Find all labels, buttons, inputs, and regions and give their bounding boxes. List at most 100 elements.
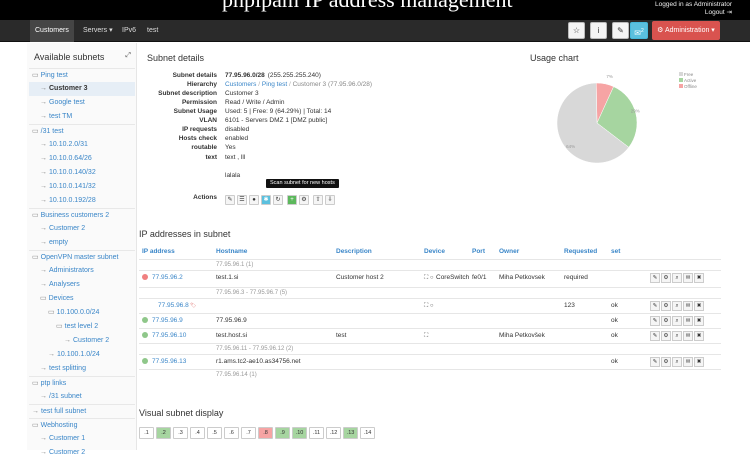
sidebar-item[interactable]: → Customer 1	[29, 432, 135, 446]
sidebar-item[interactable]: → test TM	[29, 110, 135, 124]
cogs-icon[interactable]: ⚙	[299, 195, 309, 205]
expand-icon[interactable]: ⤢	[125, 52, 131, 59]
sidebar-item[interactable]: → 10.10.0.141/32	[29, 180, 135, 194]
sidebar-item[interactable]: → Customer 3	[29, 82, 135, 96]
wrench-icon[interactable]: ✎	[612, 22, 629, 39]
ip-link[interactable]: 77.95.96.8	[158, 302, 189, 309]
breadcrumb-item[interactable]: Customers	[225, 81, 257, 88]
subnet-cell[interactable]: .9	[275, 427, 290, 439]
logout-icon[interactable]: ⇥	[726, 9, 732, 16]
column-header[interactable]: Hostname	[216, 248, 248, 255]
close-icon[interactable]: ✖	[694, 331, 704, 341]
search-icon[interactable]: ⌕	[672, 331, 682, 341]
subnet-cell[interactable]: .14	[360, 427, 375, 439]
edit-icon[interactable]: ✎	[650, 331, 660, 341]
column-header[interactable]: Port	[472, 248, 485, 255]
search-icon[interactable]: ⌕	[672, 316, 682, 326]
sidebar-folder[interactable]: ▭ Webhosting	[29, 418, 135, 432]
add-ip-icon[interactable]: +	[287, 195, 297, 205]
list-icon[interactable]: ☰	[237, 195, 247, 205]
sidebar-item[interactable]: → 10.10.2.0/31	[29, 138, 135, 152]
sidebar-folder[interactable]: ▭/31 test	[29, 124, 135, 138]
column-header[interactable]: Requested	[564, 248, 598, 255]
close-icon[interactable]: ✖	[694, 273, 704, 283]
edit-icon[interactable]: ✎	[650, 301, 660, 311]
sidebar-folder[interactable]: ▭ 10.100.0.0/24	[29, 306, 135, 320]
sidebar-folder[interactable]: ▭ Ping test	[29, 68, 135, 82]
sidebar-item[interactable]: → Google test	[29, 96, 135, 110]
close-icon[interactable]: ✖	[694, 357, 704, 367]
upload-icon[interactable]: ⇧	[313, 195, 323, 205]
ip-link[interactable]: 77.95.96.9	[152, 317, 183, 324]
sidebar-folder[interactable]: ▭ Devices	[29, 292, 135, 306]
mail-icon[interactable]: ✉2	[630, 22, 648, 39]
cogs-icon[interactable]: ⚙	[661, 301, 671, 311]
subnet-cell[interactable]: .3	[173, 427, 188, 439]
sidebar-item[interactable]: → Administrators	[29, 264, 135, 278]
sidebar-item[interactable]: → 10.10.0.64/26	[29, 152, 135, 166]
column-header[interactable]: set	[611, 248, 621, 255]
sidebar-item[interactable]: → 10.10.0.140/32	[29, 166, 135, 180]
subnet-cell[interactable]: .11	[309, 427, 324, 439]
subnet-cell[interactable]: .13	[343, 427, 358, 439]
cogs-icon[interactable]: ⚙	[661, 316, 671, 326]
nav-servers[interactable]: Servers ▾	[78, 20, 118, 42]
search-icon[interactable]: ⌕	[672, 357, 682, 367]
subnet-cell[interactable]: .8	[258, 427, 273, 439]
subnet-cell[interactable]: .12	[326, 427, 341, 439]
sidebar-item[interactable]: → 10.100.1.0/24	[29, 348, 135, 362]
search-icon[interactable]: ⌕	[672, 301, 682, 311]
cogs-icon[interactable]: ⚙	[661, 331, 671, 341]
nav-customers[interactable]: Customers	[30, 20, 74, 42]
subnet-cell[interactable]: .1	[139, 427, 154, 439]
sidebar-folder[interactable]: ▭ test level 2	[29, 320, 135, 334]
refresh-icon[interactable]: ↻	[273, 195, 283, 205]
edit-icon[interactable]: ✎	[650, 357, 660, 367]
sidebar-item[interactable]: → Customer 2	[29, 334, 135, 348]
subnet-cell[interactable]: .4	[190, 427, 205, 439]
edit-icon[interactable]: ✎	[650, 316, 660, 326]
sidebar-folder[interactable]: ▭ OpenVPN master subnet	[29, 250, 135, 264]
logout-link[interactable]: Logout	[704, 9, 725, 16]
column-header[interactable]: Device	[424, 248, 445, 255]
mail-icon[interactable]: ✉	[683, 273, 693, 283]
download-icon[interactable]: ⇩	[325, 195, 335, 205]
ip-link[interactable]: 77.95.96.2	[152, 274, 183, 281]
sidebar-item[interactable]: → empty	[29, 236, 135, 250]
sidebar-item[interactable]: → test full subnet	[29, 404, 135, 418]
cogs-icon[interactable]: ⚙	[661, 357, 671, 367]
ip-link[interactable]: 77.95.96.10	[152, 332, 187, 339]
close-icon[interactable]: ✖	[694, 316, 704, 326]
sidebar-item[interactable]: → test splitting	[29, 362, 135, 376]
info-icon[interactable]: i	[590, 22, 607, 39]
column-header[interactable]: Description	[336, 248, 372, 255]
subnet-cell[interactable]: .7	[241, 427, 256, 439]
column-header[interactable]: IP address	[142, 248, 175, 255]
sidebar-item[interactable]: → Customer 2	[29, 222, 135, 236]
subnet-cell[interactable]: .5	[207, 427, 222, 439]
edit-icon[interactable]: ✎	[650, 273, 660, 283]
sidebar-item[interactable]: →/31 subnet	[29, 390, 135, 404]
cogs-icon[interactable]: ⚙	[661, 273, 671, 283]
star-icon[interactable]: ☆	[568, 22, 585, 39]
subnet-cell[interactable]: .6	[224, 427, 239, 439]
sidebar-folder[interactable]: ▭ Business customers 2	[29, 208, 135, 222]
administration-button[interactable]: ⚙ Administration ▾	[652, 21, 720, 40]
sidebar-folder[interactable]: ▭ ptp links	[29, 376, 135, 390]
sidebar-item[interactable]: → 10.10.0.192/28	[29, 194, 135, 208]
subnet-cell[interactable]: .10	[292, 427, 307, 439]
mail-icon[interactable]: ✉	[683, 316, 693, 326]
edit-icon[interactable]: ✎	[225, 195, 235, 205]
close-icon[interactable]: ✖	[694, 301, 704, 311]
column-header[interactable]: Owner	[499, 248, 520, 255]
ip-link[interactable]: 77.95.96.13	[152, 358, 187, 365]
mail-icon[interactable]: ✉	[683, 331, 693, 341]
subnet-cell[interactable]: .2	[156, 427, 171, 439]
circle-icon[interactable]: ●	[249, 195, 259, 205]
breadcrumb-item[interactable]: Ping test	[261, 81, 288, 88]
nav-test[interactable]: test	[147, 27, 159, 34]
mail-icon[interactable]: ✉	[683, 301, 693, 311]
nav-ipv6[interactable]: IPv6	[122, 27, 137, 34]
search-icon[interactable]: ⌕	[672, 273, 682, 283]
mail-icon[interactable]: ✉	[683, 357, 693, 367]
